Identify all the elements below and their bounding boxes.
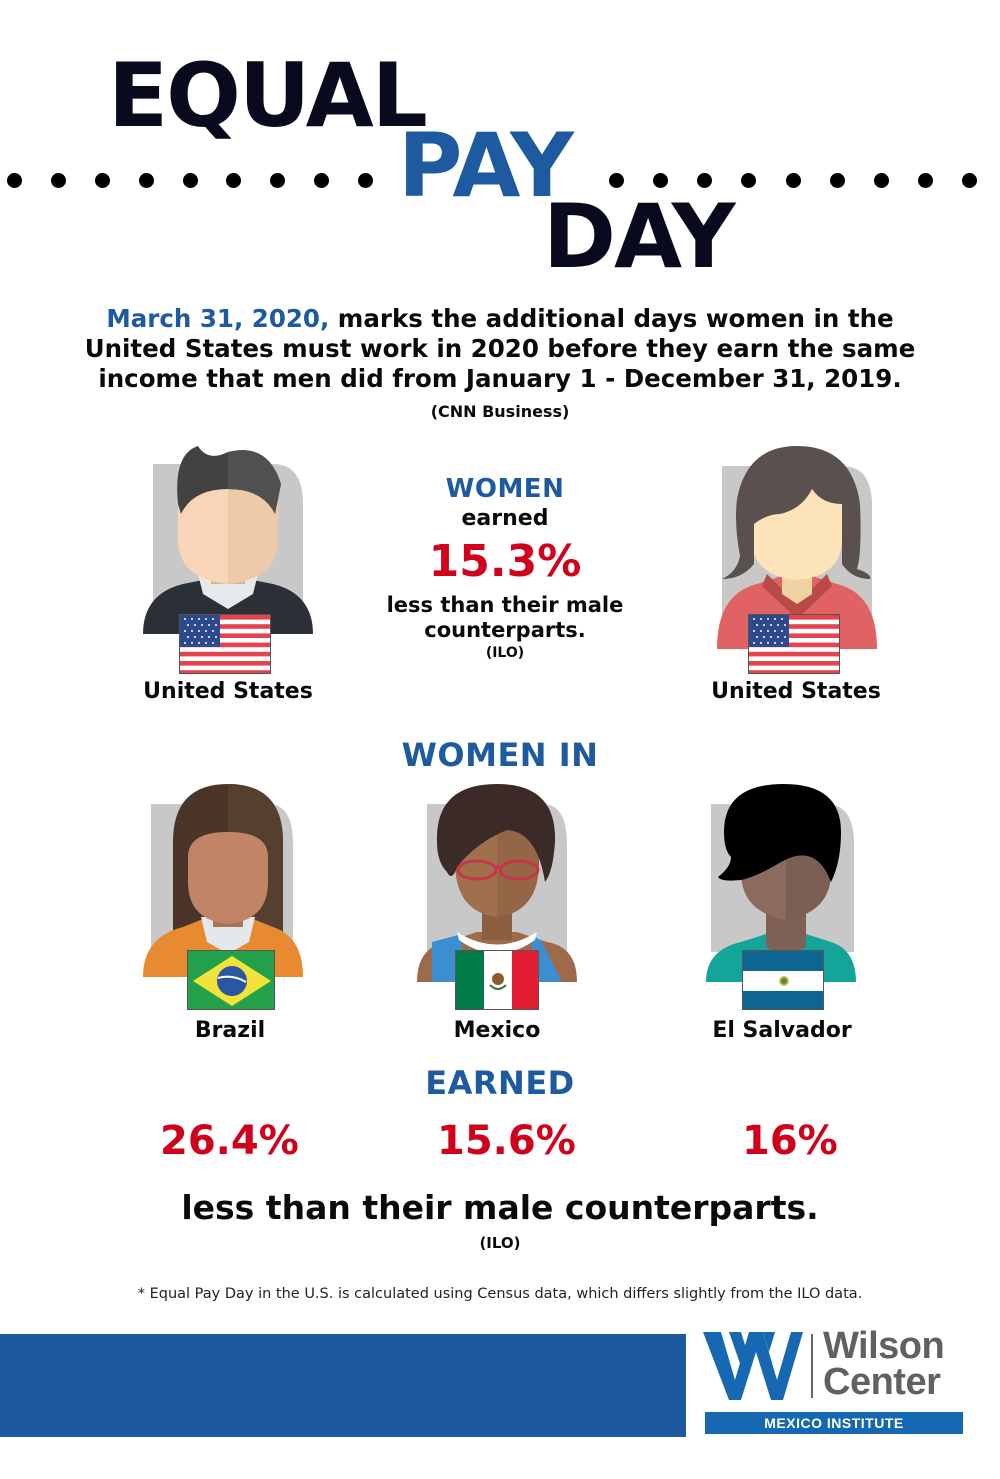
us-gap-percent: 15.3%: [428, 536, 582, 587]
dotted-line-right: [609, 172, 977, 188]
intro-paragraph: March 31, 2020, marks the additional day…: [84, 304, 916, 393]
women-in-heading: WOMEN IN: [401, 736, 599, 774]
man-avatar-icon: [143, 444, 313, 674]
earned-heading: EARNED: [425, 1064, 575, 1102]
country-label-us-man: United States: [143, 679, 313, 704]
brazil-gap-percent: 26.4%: [160, 1118, 299, 1164]
country-label-mexico: Mexico: [453, 1018, 541, 1043]
less-than-text: less than their male counterparts.: [386, 593, 624, 642]
dotted-line-left: [7, 172, 373, 188]
mexico-gap-percent: 15.6%: [437, 1118, 576, 1164]
logo-divider: [811, 1334, 813, 1398]
bottom-source: (ILO): [479, 1234, 521, 1252]
title-pay: PAY: [398, 114, 574, 217]
us-gap-source: (ILO): [485, 645, 525, 661]
woman-avatar-icon: [712, 444, 882, 674]
brazil-flag-icon: [187, 950, 275, 1010]
logo-mexico-institute-band: MEXICO INSTITUTE: [705, 1412, 963, 1434]
mexico-woman-avatar-icon: [417, 782, 587, 1012]
earned-label: earned: [461, 506, 549, 531]
country-label-el-salvador: El Salvador: [712, 1018, 852, 1043]
country-label-us-woman: United States: [711, 679, 881, 704]
el-salvador-woman-avatar-icon: [706, 782, 876, 1012]
logo-wordmark: Wilson Center: [823, 1325, 945, 1403]
country-label-brazil: Brazil: [194, 1018, 266, 1043]
bottom-less-than-text: less than their male counterparts.: [181, 1188, 819, 1227]
wilson-center-logo: Wilson Center MEXICO INSTITUTE: [703, 1325, 965, 1438]
mexico-flag-icon: [455, 950, 539, 1010]
el-salvador-gap-percent: 16%: [742, 1118, 838, 1164]
wilson-w-logo-icon: [703, 1332, 803, 1400]
us-flag-icon: [748, 614, 840, 674]
us-flag-icon: [179, 614, 271, 674]
us-gap-stat: WOMEN earned 15.3% less than their male …: [360, 474, 650, 661]
el-salvador-flag-icon: [742, 950, 824, 1010]
footnote: * Equal Pay Day in the U.S. is calculate…: [137, 1286, 863, 1302]
title-equal: EQUAL: [108, 44, 428, 147]
women-heading: WOMEN: [445, 474, 565, 504]
brazil-woman-avatar-icon: [143, 782, 313, 1012]
title-day: DAY: [543, 185, 735, 288]
intro-source: (CNN Business): [430, 402, 570, 421]
intro-date: March 31, 2020,: [106, 304, 330, 333]
footer-blue-bar: [0, 1334, 686, 1437]
